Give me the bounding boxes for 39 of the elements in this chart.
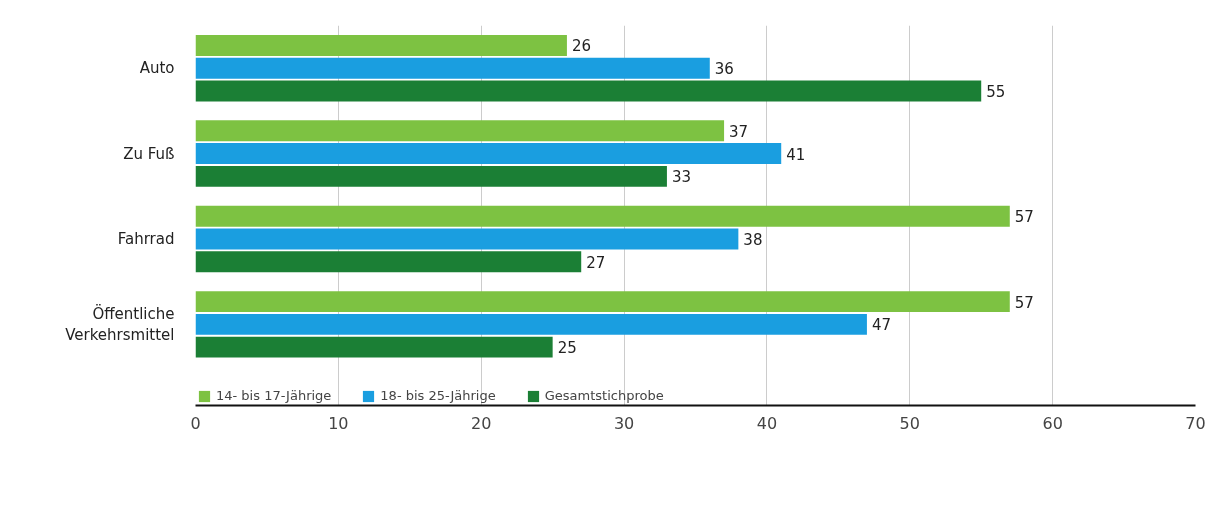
bar	[195, 57, 710, 79]
bar	[195, 313, 867, 335]
data-label: 38	[743, 230, 763, 249]
data-label: 55	[986, 82, 1006, 101]
data-label: 57	[1014, 293, 1034, 312]
x-tick-label: 70	[1185, 413, 1206, 433]
x-tick-label: 0	[190, 413, 201, 433]
x-tick-label: 30	[613, 413, 635, 433]
legend-label: 18- bis 25-Jährige	[380, 388, 496, 403]
y-tick-label: Öffentliche Verkehrsmittel	[65, 303, 175, 345]
bar	[195, 291, 1010, 313]
data-label: 57	[1014, 208, 1034, 227]
x-tick-label: 40	[756, 413, 778, 433]
bar	[195, 336, 553, 358]
x-tick-label: 10	[328, 413, 349, 433]
x-tick-label: 20	[471, 413, 492, 433]
bar	[195, 143, 782, 165]
data-label: 47	[871, 316, 892, 335]
data-label: 27	[586, 253, 606, 272]
bar	[195, 165, 667, 187]
data-label: 41	[786, 145, 806, 164]
y-tick-label: Zu Fuß	[123, 144, 175, 163]
bar	[195, 120, 725, 142]
data-label: 36	[714, 60, 734, 79]
data-label: 37	[729, 122, 749, 141]
data-label: 33	[671, 168, 692, 187]
legend-label: 14- bis 17-Jährige	[216, 388, 332, 403]
legend-label: Gesamtstichprobe	[544, 388, 664, 403]
x-tick-label: 60	[1042, 413, 1063, 433]
bar	[195, 228, 739, 250]
data-label: 26	[571, 37, 592, 56]
y-tick-label: Auto	[139, 59, 175, 78]
bar	[195, 251, 582, 273]
data-label: 25	[557, 339, 577, 358]
x-tick-label: 50	[899, 413, 920, 433]
y-tick-label: Fahrrad	[117, 229, 175, 248]
bar	[195, 80, 982, 102]
bar	[195, 34, 567, 56]
bar	[195, 205, 1010, 227]
